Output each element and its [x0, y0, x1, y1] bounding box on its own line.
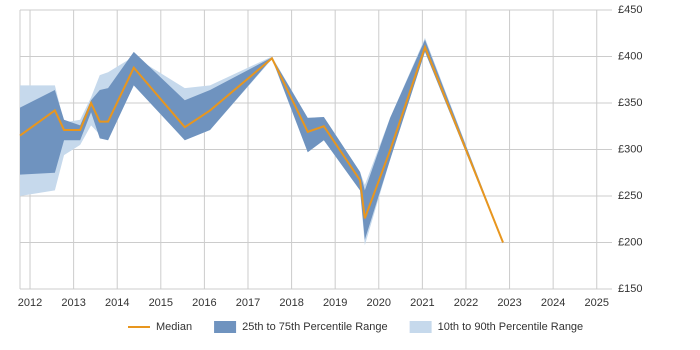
x-tick-label: 2018: [279, 297, 303, 309]
x-tick-label: 2022: [454, 297, 478, 309]
legend-swatch: [409, 321, 432, 333]
x-tick-label: 2014: [105, 297, 129, 309]
x-tick-label: 2015: [149, 297, 173, 309]
x-tick-label: 2013: [61, 297, 85, 309]
x-tick-label: 2016: [192, 297, 216, 309]
x-tick-label: 2019: [323, 297, 347, 309]
y-tick-label: £350: [618, 97, 642, 109]
x-tick-label: 2021: [410, 297, 434, 309]
x-tick-label: 2023: [497, 297, 521, 309]
legend-label: Median: [156, 321, 192, 333]
y-tick-label: £250: [618, 190, 642, 202]
y-tick-label: £150: [618, 283, 642, 295]
y-tick-label: £400: [618, 50, 642, 62]
y-tick-label: £300: [618, 143, 642, 155]
y-tick-label: £450: [618, 4, 642, 16]
median-line: [19, 44, 504, 243]
x-tick-label: 2017: [236, 297, 260, 309]
x-tick-label: 2020: [367, 297, 391, 309]
x-tick-label: 2012: [18, 297, 42, 309]
x-tick-label: 2025: [585, 297, 609, 309]
legend-label: 10th to 90th Percentile Range: [438, 321, 584, 333]
y-tick-label: £200: [618, 236, 642, 248]
legend-label: 25th to 75th Percentile Range: [242, 321, 388, 333]
x-tick-label: 2024: [541, 297, 565, 309]
legend-swatch: [214, 321, 237, 333]
percentile-band: [20, 39, 504, 244]
